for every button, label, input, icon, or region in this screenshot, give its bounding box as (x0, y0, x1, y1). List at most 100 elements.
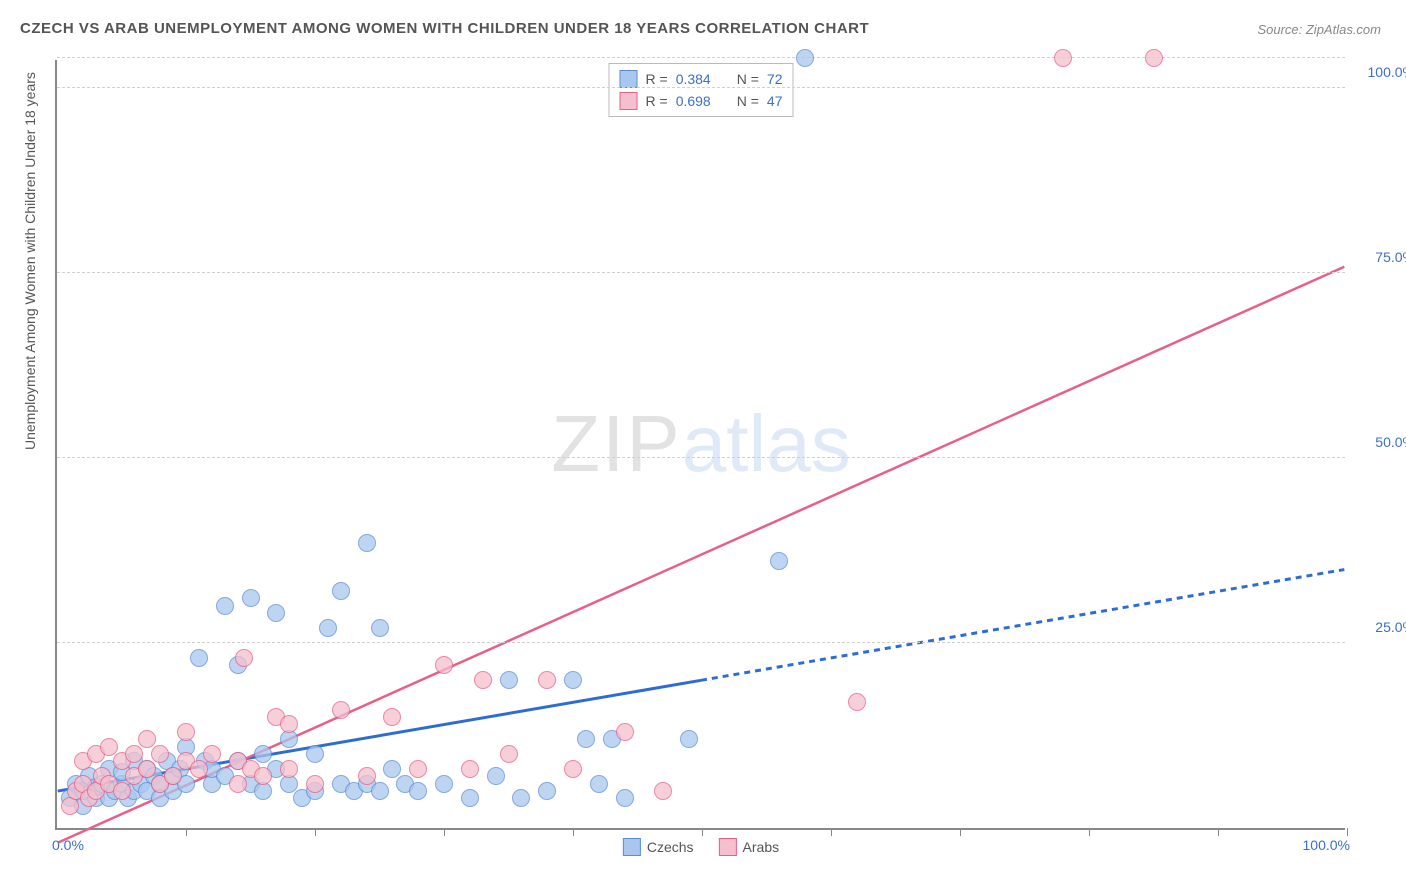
source-prefix: Source: (1257, 22, 1305, 37)
data-point-czechs (512, 789, 530, 807)
n-value: 47 (767, 93, 783, 109)
chart-title: CZECH VS ARAB UNEMPLOYMENT AMONG WOMEN W… (20, 20, 869, 37)
y-tick-label: 100.0% (1355, 64, 1406, 80)
legend-label: Arabs (743, 839, 780, 855)
data-point-arabs (280, 760, 298, 778)
data-point-czechs (680, 730, 698, 748)
x-tick (573, 828, 574, 836)
data-point-arabs (100, 738, 118, 756)
data-point-czechs (409, 782, 427, 800)
n-label: N = (737, 93, 759, 109)
x-tick (1089, 828, 1090, 836)
data-point-czechs (383, 760, 401, 778)
x-axis-label-max: 100.0% (1303, 837, 1350, 853)
r-label: R = (646, 93, 668, 109)
source-text: ZipAtlas.com (1306, 22, 1381, 37)
data-point-arabs (848, 693, 866, 711)
data-point-arabs (138, 730, 156, 748)
x-tick (444, 828, 445, 836)
r-label: R = (646, 71, 668, 87)
data-point-czechs (500, 671, 518, 689)
data-point-arabs (151, 745, 169, 763)
x-tick (702, 828, 703, 836)
data-point-arabs (229, 775, 247, 793)
data-point-czechs (461, 789, 479, 807)
data-point-czechs (564, 671, 582, 689)
data-point-arabs (235, 649, 253, 667)
legend-correlation-box: R =0.384N =72R =0.698N =47 (609, 63, 794, 117)
data-point-czechs (487, 767, 505, 785)
x-tick (831, 828, 832, 836)
data-point-arabs (1145, 49, 1163, 67)
data-point-czechs (242, 589, 260, 607)
data-point-arabs (474, 671, 492, 689)
data-point-czechs (267, 604, 285, 622)
data-point-czechs (538, 782, 556, 800)
x-tick (1347, 828, 1348, 836)
data-point-czechs (616, 789, 634, 807)
data-point-arabs (358, 767, 376, 785)
x-tick (960, 828, 961, 836)
data-point-czechs (590, 775, 608, 793)
legend-label: Czechs (647, 839, 694, 855)
y-tick-label: 50.0% (1355, 434, 1406, 450)
data-point-czechs (435, 775, 453, 793)
legend-swatch (623, 838, 641, 856)
y-tick-label: 25.0% (1355, 619, 1406, 635)
r-value: 0.384 (676, 71, 711, 87)
gridline (57, 87, 1345, 88)
data-point-arabs (564, 760, 582, 778)
trend-line (701, 570, 1344, 681)
trend-lines-layer (57, 60, 1345, 828)
data-point-czechs (332, 582, 350, 600)
data-point-czechs (770, 552, 788, 570)
n-label: N = (737, 71, 759, 87)
watermark-atlas: atlas (682, 399, 851, 488)
data-point-arabs (538, 671, 556, 689)
data-point-arabs (461, 760, 479, 778)
data-point-arabs (306, 775, 324, 793)
legend-row-arabs: R =0.698N =47 (620, 90, 783, 112)
data-point-arabs (654, 782, 672, 800)
data-point-czechs (796, 49, 814, 67)
legend-swatch (719, 838, 737, 856)
data-point-czechs (371, 619, 389, 637)
data-point-arabs (1054, 49, 1072, 67)
data-point-arabs (138, 760, 156, 778)
data-point-arabs (177, 723, 195, 741)
data-point-arabs (203, 745, 221, 763)
legend-series: Czechs Arabs (623, 838, 779, 856)
data-point-arabs (409, 760, 427, 778)
x-axis-label-min: 0.0% (52, 837, 84, 853)
data-point-arabs (435, 656, 453, 674)
data-point-arabs (500, 745, 518, 763)
source-attribution: Source: ZipAtlas.com (1257, 22, 1381, 37)
legend-item-arabs: Arabs (719, 838, 780, 856)
data-point-czechs (190, 649, 208, 667)
data-point-arabs (164, 767, 182, 785)
data-point-czechs (216, 597, 234, 615)
data-point-czechs (577, 730, 595, 748)
data-point-arabs (280, 715, 298, 733)
data-point-czechs (254, 745, 272, 763)
data-point-arabs (383, 708, 401, 726)
data-point-arabs (113, 782, 131, 800)
data-point-czechs (358, 534, 376, 552)
n-value: 72 (767, 71, 783, 87)
plot-area: ZIPatlas R =0.384N =72R =0.698N =47 Czec… (55, 60, 1345, 830)
data-point-arabs (254, 767, 272, 785)
chart-container: CZECH VS ARAB UNEMPLOYMENT AMONG WOMEN W… (0, 0, 1406, 892)
data-point-arabs (190, 760, 208, 778)
legend-item-czechs: Czechs (623, 838, 694, 856)
x-tick (186, 828, 187, 836)
data-point-arabs (125, 745, 143, 763)
legend-swatch (620, 70, 638, 88)
data-point-czechs (319, 619, 337, 637)
y-tick-label: 75.0% (1355, 249, 1406, 265)
data-point-czechs (371, 782, 389, 800)
gridline (57, 642, 1345, 643)
data-point-czechs (306, 745, 324, 763)
x-tick (1218, 828, 1219, 836)
gridline (57, 457, 1345, 458)
legend-swatch (620, 92, 638, 110)
